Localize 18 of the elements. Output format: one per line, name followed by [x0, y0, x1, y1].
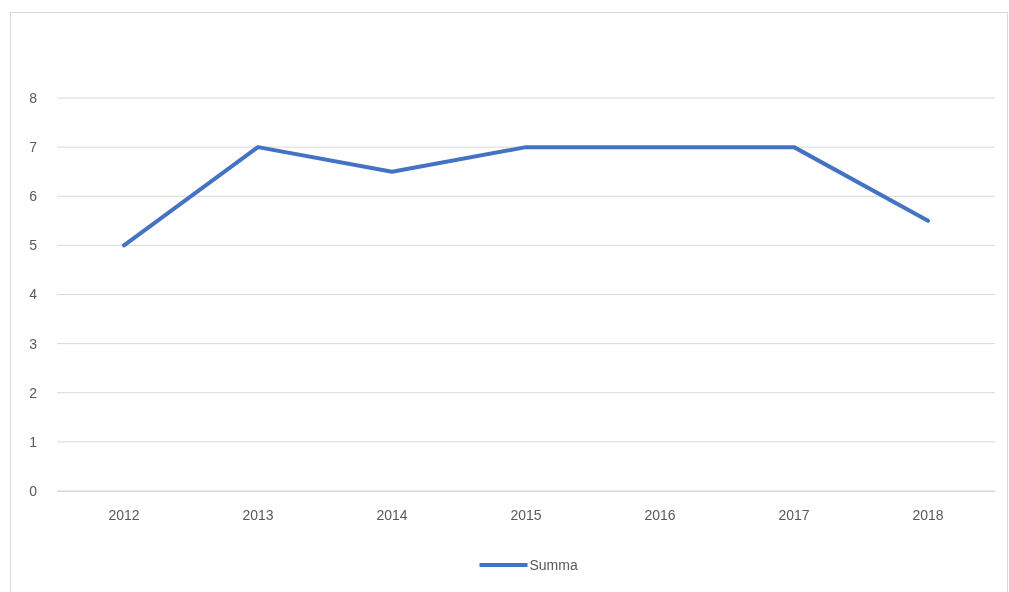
x-tick-label: 2014: [376, 506, 408, 523]
x-tick-label: 2013: [242, 506, 274, 523]
y-tick-label: 0: [29, 482, 38, 499]
legend-label: Summa: [529, 556, 578, 573]
y-tick-label: 2: [29, 384, 38, 401]
y-tick-label: 3: [29, 335, 38, 352]
y-tick-label: 6: [29, 188, 38, 205]
y-tick-label: 4: [29, 286, 38, 303]
y-tick-label: 5: [29, 237, 38, 254]
x-tick-label: 2018: [912, 506, 944, 523]
y-tick-label: 7: [29, 139, 38, 156]
x-tick-label: 2012: [108, 506, 140, 523]
x-tick-label: 2015: [510, 506, 542, 523]
y-tick-label: 8: [29, 89, 38, 106]
x-tick-label: 2017: [778, 506, 810, 523]
line-series: [122, 145, 930, 248]
x-tick-label: 2016: [644, 506, 676, 523]
y-tick-label: 1: [29, 433, 38, 450]
